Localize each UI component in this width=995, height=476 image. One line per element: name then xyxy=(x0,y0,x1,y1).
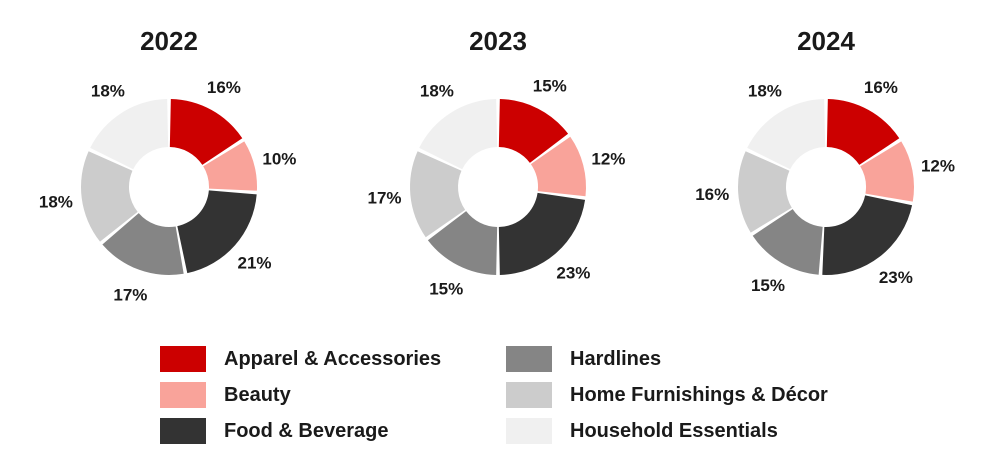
data-label-apparel-accessories: 16% xyxy=(864,78,898,97)
data-label-hardlines: 17% xyxy=(113,285,147,304)
legend-swatch-household-essentials xyxy=(506,418,552,444)
legend-swatch-apparel-accessories xyxy=(160,346,206,372)
data-label-food-beverage: 23% xyxy=(879,268,913,287)
donut-charts: 2022 16% 10% 21% 17% 18% 18% 2023 15% 12% 23% 15% 17… xyxy=(39,26,955,304)
slice-home-furnishings-decor xyxy=(738,151,792,233)
slice-beauty xyxy=(203,141,257,191)
data-label-food-beverage: 23% xyxy=(556,264,590,283)
slice-food-beverage xyxy=(177,190,257,274)
chart-title: 2023 xyxy=(469,26,527,56)
slice-hardlines xyxy=(427,211,498,275)
legend-item-hardlines: Hardlines xyxy=(506,344,661,374)
slice-home-furnishings-decor xyxy=(80,151,138,242)
legend-label-food-beverage: Food & Beverage xyxy=(224,419,389,442)
data-label-food-beverage: 21% xyxy=(237,253,271,272)
legend-label-hardlines: Hardlines xyxy=(570,347,662,370)
legend-item-household-essentials: Household Essentials xyxy=(506,416,778,446)
slice-beauty xyxy=(860,141,914,202)
data-label-home-furnishings-decor: 18% xyxy=(39,192,73,211)
data-label-household-essentials: 18% xyxy=(91,82,125,101)
donut-chart-2022: 2022 16% 10% 21% 17% 18% 18% xyxy=(39,26,297,304)
data-label-household-essentials: 18% xyxy=(748,82,782,101)
legend-swatch-hardlines xyxy=(506,346,552,372)
legend-item-apparel-accessories: Apparel & Accessories xyxy=(160,344,441,374)
legend: Apparel & Accessories Beauty Food & Beve… xyxy=(160,344,860,464)
legend-swatch-home-furnishings-decor xyxy=(506,382,552,408)
slice-household-essentials xyxy=(90,99,169,170)
slice-food-beverage xyxy=(822,195,913,275)
slice-apparel-accessories xyxy=(169,99,243,165)
legend-label-beauty: Beauty xyxy=(224,383,291,406)
legend-label-home-furnishings-decor: Home Furnishings & Décor xyxy=(570,383,828,406)
slice-beauty xyxy=(530,136,586,197)
legend-label-apparel-accessories: Apparel & Accessories xyxy=(224,347,442,370)
slice-hardlines xyxy=(752,209,823,275)
legend-item-home-furnishings-decor: Home Furnishings & Décor xyxy=(506,380,828,410)
data-label-apparel-accessories: 16% xyxy=(207,78,241,97)
data-label-beauty: 12% xyxy=(591,150,625,169)
slice-household-essentials xyxy=(419,99,498,170)
slice-household-essentials xyxy=(747,99,826,170)
slice-hardlines xyxy=(102,213,184,275)
slice-food-beverage xyxy=(498,192,586,275)
legend-swatch-beauty xyxy=(160,382,206,408)
data-label-home-furnishings-decor: 16% xyxy=(695,185,729,204)
donut-chart-2023: 2023 15% 12% 23% 15% 17% 18% xyxy=(367,26,625,299)
data-label-beauty: 12% xyxy=(921,157,955,176)
data-label-household-essentials: 18% xyxy=(420,82,454,101)
slice-home-furnishings-decor xyxy=(410,151,466,238)
legend-item-beauty: Beauty xyxy=(160,380,291,410)
slice-apparel-accessories xyxy=(498,99,569,163)
chart-title: 2022 xyxy=(140,26,198,56)
data-label-apparel-accessories: 15% xyxy=(533,76,567,95)
legend-item-food-beverage: Food & Beverage xyxy=(160,416,388,446)
chart-title: 2024 xyxy=(797,26,855,56)
data-label-hardlines: 15% xyxy=(751,276,785,295)
legend-label-household-essentials: Household Essentials xyxy=(570,419,778,442)
data-label-hardlines: 15% xyxy=(429,280,463,299)
slice-apparel-accessories xyxy=(826,99,900,165)
legend-swatch-food-beverage xyxy=(160,418,206,444)
data-label-beauty: 10% xyxy=(262,150,296,169)
donut-chart-2024: 2024 16% 12% 23% 15% 16% 18% xyxy=(695,26,955,295)
data-label-home-furnishings-decor: 17% xyxy=(367,189,401,208)
